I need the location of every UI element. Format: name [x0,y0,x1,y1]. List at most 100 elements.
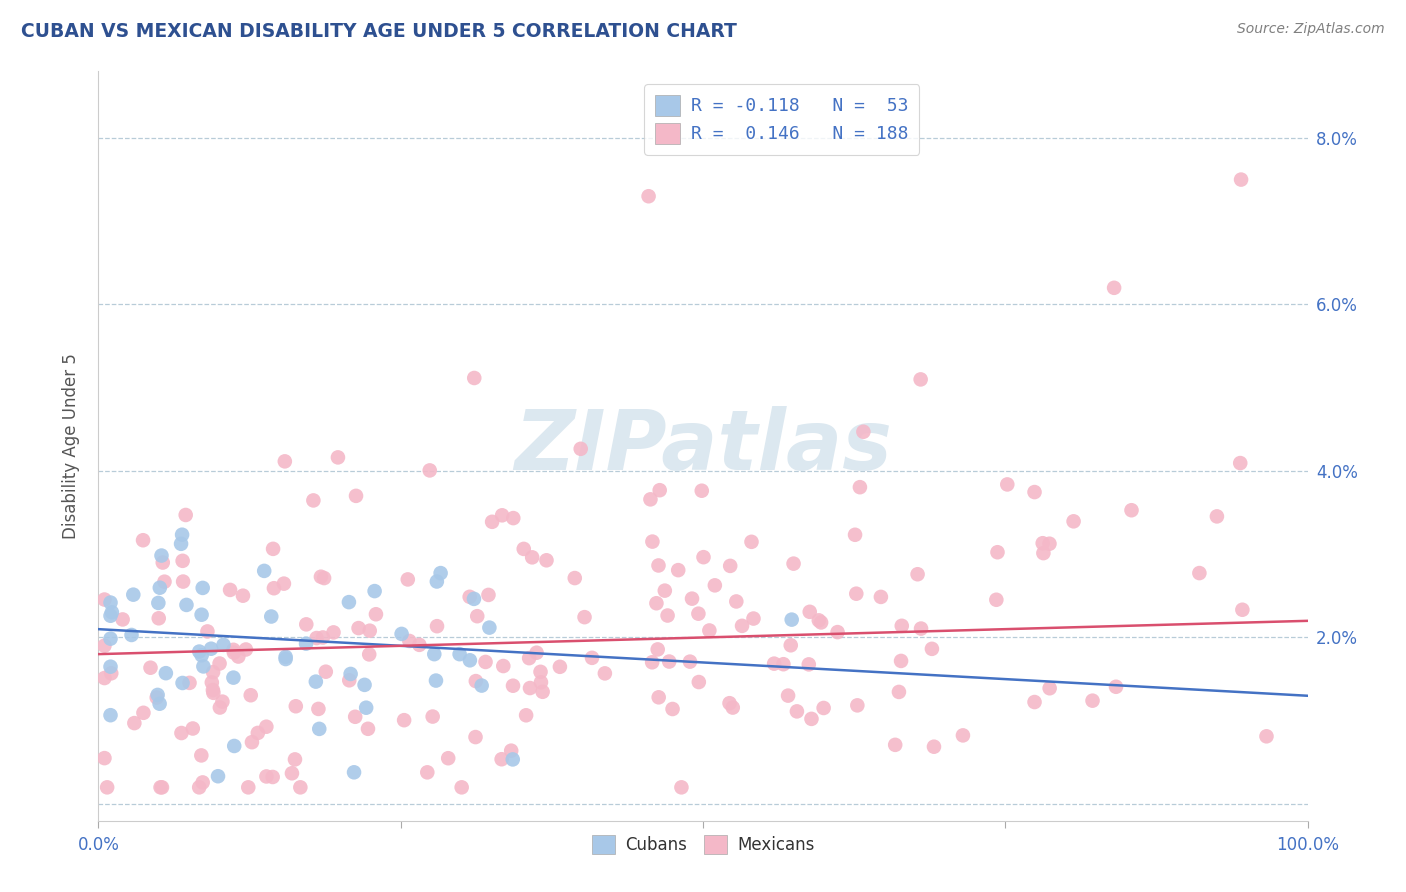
Point [392,713,415,727]
Point [201,683,224,698]
Point [517,651,540,665]
Point [314,571,336,585]
Point [100,659,122,673]
Point [529,665,551,679]
Point [581,650,603,665]
Point [645,596,668,610]
Point [359,648,381,662]
Point [93,592,115,607]
Point [458,590,481,604]
Point [152,556,174,570]
Point [526,646,548,660]
Point [1032,536,1054,550]
Point [201,675,224,690]
Point [295,637,318,651]
Point [149,581,172,595]
Point [1121,503,1143,517]
Point [648,483,671,498]
Point [170,537,193,551]
Point [416,765,439,780]
Point [121,628,143,642]
Point [574,610,596,624]
Point [429,566,451,580]
Point [149,697,172,711]
Point [780,613,803,627]
Point [100,596,122,610]
Point [699,624,721,638]
Point [845,587,868,601]
Point [172,574,194,589]
Point [530,675,553,690]
Point [742,611,765,625]
Point [890,654,912,668]
Point [148,611,170,625]
Point [478,621,501,635]
Point [852,425,875,439]
Point [174,508,197,522]
Point [190,607,212,622]
Point [1024,485,1046,500]
Point [347,621,370,635]
Point [492,659,515,673]
Point [235,642,257,657]
Point [1024,695,1046,709]
Point [132,706,155,720]
Point [465,609,488,624]
Point [253,564,276,578]
Point [1256,729,1278,743]
Point [692,550,714,565]
Point [887,685,910,699]
Point [491,508,513,523]
Point [222,646,245,660]
Point [658,655,681,669]
Point [671,780,693,795]
Point [326,450,349,465]
Point [463,371,485,385]
Point [922,739,945,754]
Point [100,632,122,646]
Point [519,681,541,695]
Text: Source: ZipAtlas.com: Source: ZipAtlas.com [1237,22,1385,37]
Y-axis label: Disability Age Under 5: Disability Age Under 5 [62,353,80,539]
Point [520,550,543,565]
Point [357,722,380,736]
Point [191,775,214,789]
Point [810,615,832,630]
Point [364,607,387,622]
Point [312,631,335,645]
Point [322,625,344,640]
Point [212,638,235,652]
Point [240,735,263,749]
Point [986,545,1008,559]
Point [1206,509,1229,524]
Point [502,679,524,693]
Point [359,624,381,638]
Point [688,607,710,621]
Point [222,642,245,657]
Point [153,574,176,589]
Point [150,549,173,563]
Point [307,702,329,716]
Point [1230,172,1253,186]
Point [827,625,849,640]
Point [813,701,835,715]
Point [148,596,170,610]
Point [222,671,245,685]
Point [193,659,215,673]
Point [661,702,683,716]
Point [502,752,524,766]
Point [302,493,325,508]
Point [100,608,122,623]
Point [290,780,312,795]
Point [569,442,592,456]
Point [910,622,932,636]
Point [101,605,124,619]
Point [132,533,155,548]
Point [449,647,471,661]
Point [423,647,446,661]
Point [426,574,449,589]
Point [464,730,486,744]
Point [150,780,173,795]
Point [176,598,198,612]
Point [398,634,420,648]
